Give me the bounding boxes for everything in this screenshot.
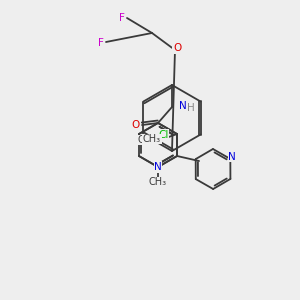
Text: N: N	[179, 101, 187, 111]
Text: CH₃: CH₃	[143, 134, 161, 144]
Text: O: O	[173, 43, 181, 53]
Text: N: N	[229, 152, 236, 162]
Text: F: F	[98, 38, 104, 48]
Text: Cl: Cl	[158, 130, 169, 140]
Text: H: H	[187, 103, 195, 113]
Text: O: O	[132, 120, 140, 130]
Text: F: F	[119, 13, 125, 23]
Text: N: N	[154, 162, 162, 172]
Text: CH₃: CH₃	[149, 177, 167, 187]
Text: CH₃: CH₃	[138, 135, 156, 145]
